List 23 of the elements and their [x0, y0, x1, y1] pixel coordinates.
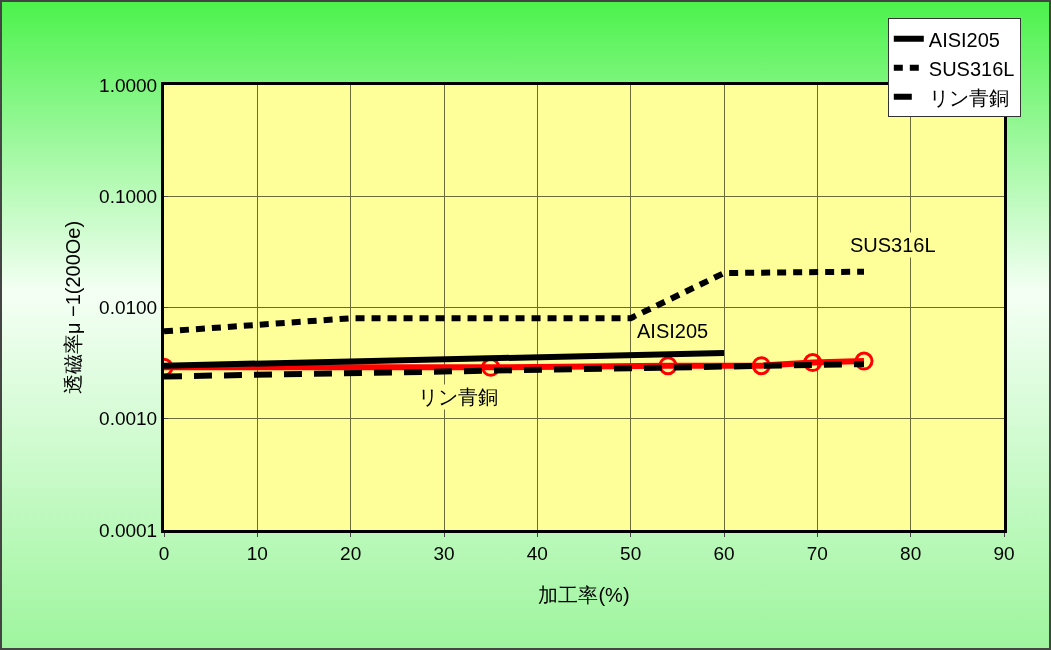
y-tick-label: 1.0000	[99, 74, 158, 96]
y-axis-title: 透磁率μ −1(200Oe)	[61, 220, 84, 395]
legend-label: SUS316L	[928, 57, 1015, 80]
x-tick-label: 30	[433, 542, 455, 564]
annotation: リン青銅	[418, 386, 498, 408]
x-tick-label: 40	[526, 542, 548, 564]
x-tick-label: 90	[993, 542, 1015, 564]
x-tick-label: 70	[806, 542, 828, 564]
annotation: SUS316L	[850, 234, 936, 256]
annotation: AISI205	[637, 320, 709, 342]
x-tick-label: 60	[713, 542, 735, 564]
y-tick-label: 0.0010	[99, 408, 158, 430]
x-tick-label: 80	[900, 542, 922, 564]
x-tick-label: 0	[158, 542, 170, 564]
y-tick-label: 0.0100	[99, 297, 158, 319]
legend-label: AISI205	[928, 28, 1000, 51]
x-tick-label: 10	[246, 542, 268, 564]
x-tick-label: 20	[340, 542, 362, 564]
x-axis-title: 加工率(%)	[538, 584, 630, 606]
y-tick-label: 0.1000	[99, 185, 158, 207]
y-tick-label: 0.0001	[99, 519, 158, 541]
x-tick-label: 50	[620, 542, 642, 564]
legend-label: リン青銅	[928, 86, 1009, 109]
